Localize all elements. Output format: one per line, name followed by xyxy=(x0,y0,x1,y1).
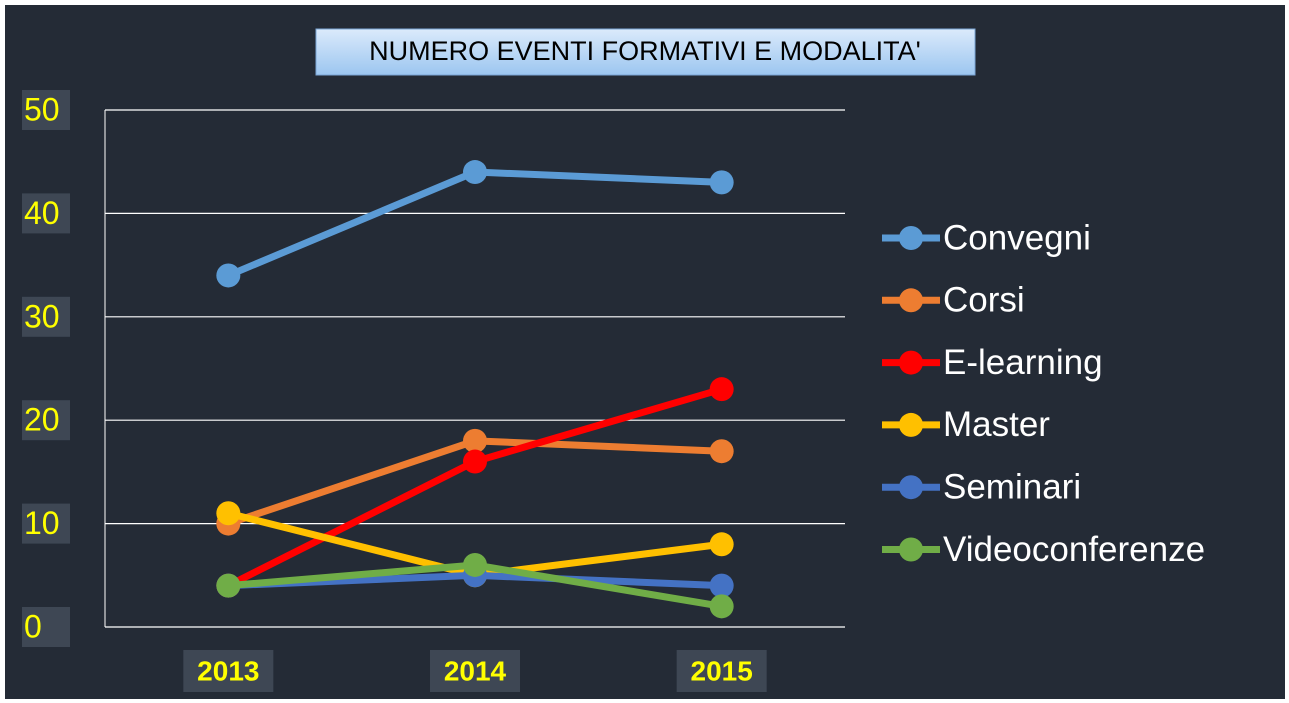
point xyxy=(216,501,241,526)
point xyxy=(216,263,241,288)
x-tick-label: 2014 xyxy=(444,655,507,686)
legend-label: Convegni xyxy=(943,218,1091,257)
legend-marker xyxy=(899,475,923,500)
y-tick-box xyxy=(22,296,70,337)
y-tick-box xyxy=(22,90,70,130)
y-tick-label: 20 xyxy=(24,402,60,438)
x-tick-label: 2015 xyxy=(691,655,753,686)
point xyxy=(463,449,487,474)
point xyxy=(216,573,241,598)
legend-marker xyxy=(899,226,923,250)
legend-label: Videoconferenze xyxy=(943,530,1205,569)
point xyxy=(463,552,487,577)
y-tick-label: 30 xyxy=(24,298,60,334)
point xyxy=(709,377,734,402)
x-tick-box xyxy=(676,650,767,692)
point xyxy=(463,160,487,185)
legend-label: Master xyxy=(943,405,1050,444)
y-tick-box xyxy=(22,607,70,647)
y-tick-box xyxy=(22,400,70,441)
point xyxy=(709,573,734,598)
legend-marker xyxy=(899,537,923,562)
legend-label: Corsi xyxy=(943,281,1025,320)
legend-marker xyxy=(899,350,923,375)
title-box xyxy=(315,28,976,76)
y-tick-label: 50 xyxy=(24,91,60,127)
y-tick-label: 40 xyxy=(24,195,60,231)
legend-label: E-learning xyxy=(943,343,1103,382)
y-tick-box xyxy=(22,193,70,234)
legend-marker xyxy=(899,288,923,313)
legend-marker xyxy=(899,412,923,437)
y-tick-label: 10 xyxy=(24,505,60,541)
y-tick-label: 0 xyxy=(24,608,42,644)
point xyxy=(709,594,734,619)
point xyxy=(709,532,734,557)
point xyxy=(709,170,734,195)
x-tick-box xyxy=(430,650,520,692)
legend-label: Seminari xyxy=(943,467,1081,506)
point xyxy=(709,439,734,464)
x-tick-label: 2013 xyxy=(197,655,259,686)
x-tick-box xyxy=(183,650,274,692)
y-tick-box xyxy=(22,503,70,544)
chart-title: NUMERO EVENTI FORMATIVI E MODALITA' xyxy=(369,36,921,66)
point xyxy=(463,428,487,453)
